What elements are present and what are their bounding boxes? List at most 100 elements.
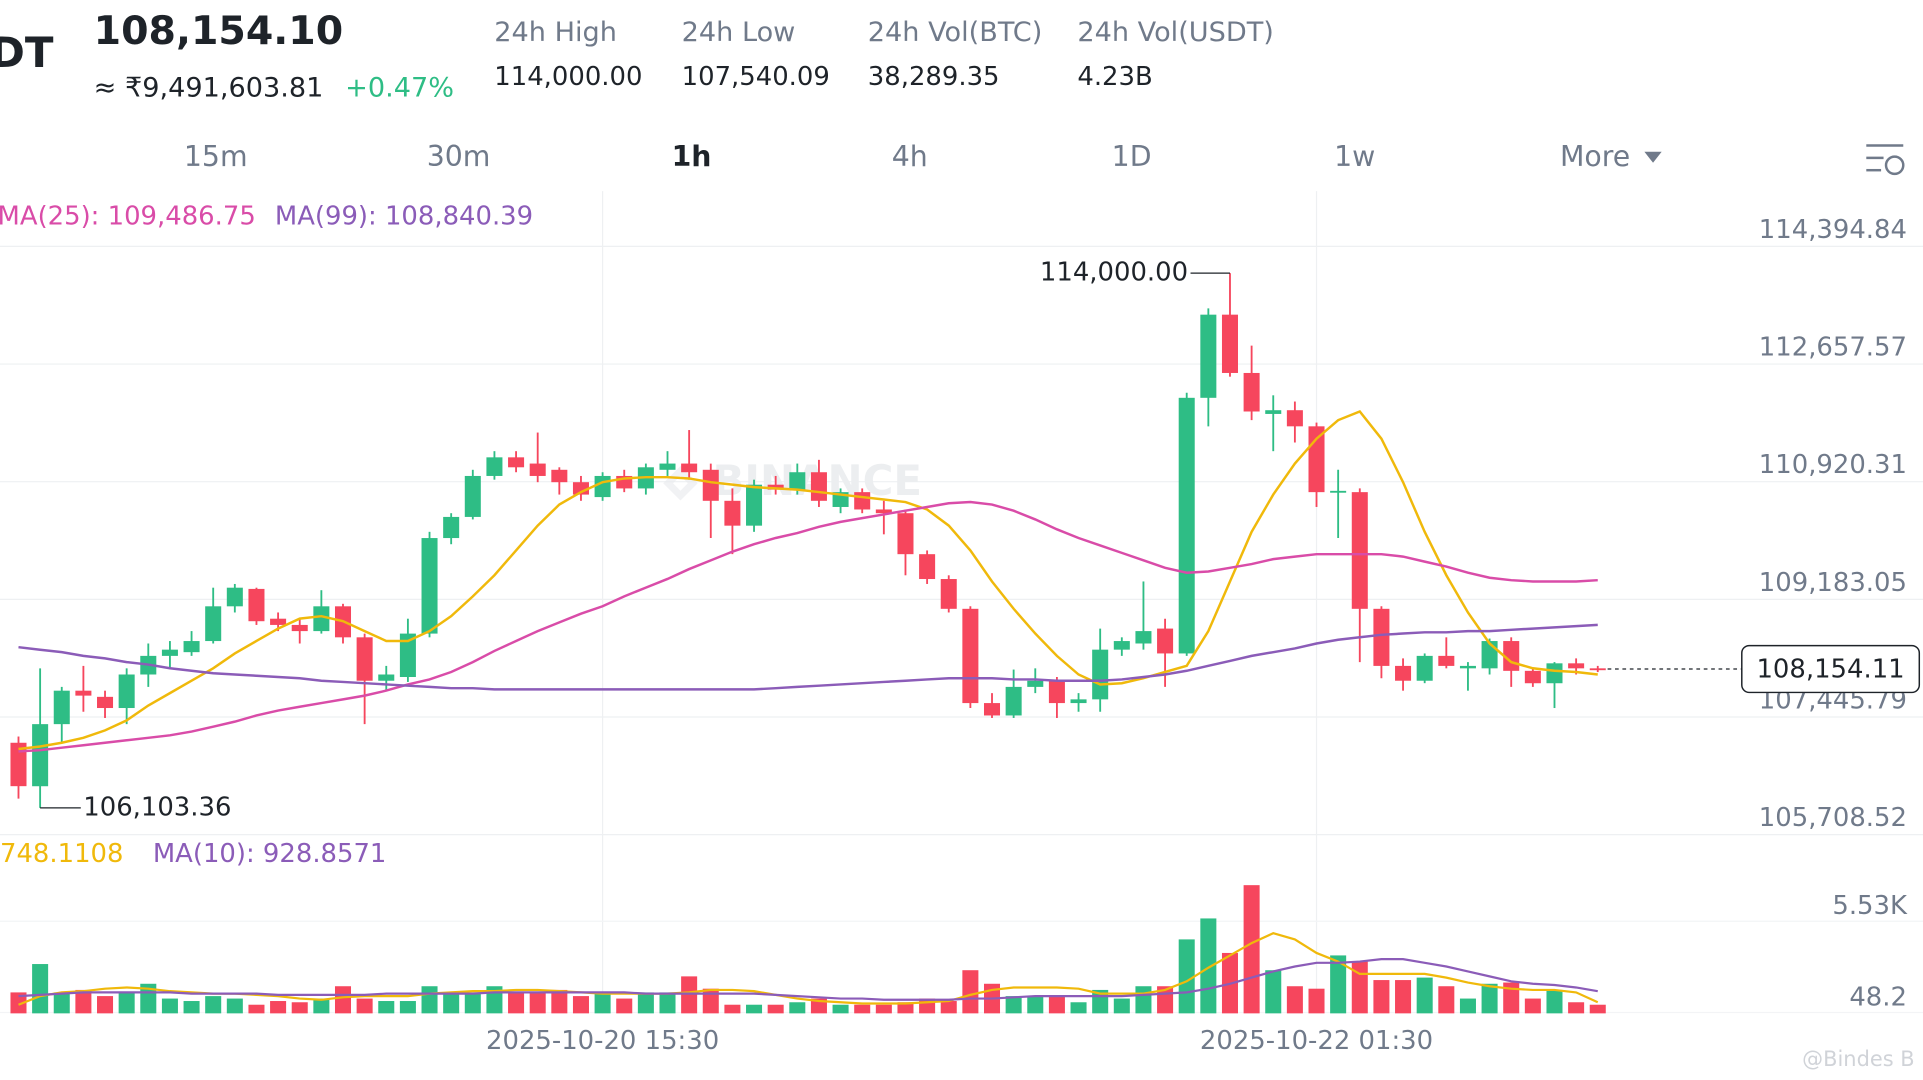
candle-body: [205, 606, 222, 642]
volume-bar: [1330, 955, 1347, 1014]
candle-body: [1589, 668, 1606, 671]
candle-body: [724, 500, 741, 526]
volume-bar: [1048, 996, 1065, 1014]
volume-bar: [1113, 998, 1130, 1014]
candle-body: [486, 457, 503, 476]
candle-body: [1113, 641, 1130, 650]
candle-body: [1048, 680, 1065, 704]
volume-bar: [140, 983, 157, 1014]
volume-bar: [464, 992, 481, 1014]
candle-body: [161, 649, 178, 656]
candle-body: [702, 469, 719, 501]
candle-body: [1243, 372, 1260, 412]
timeframe-tab[interactable]: 30m: [427, 140, 491, 173]
volume-bar: [10, 992, 27, 1014]
candle-body: [1373, 608, 1390, 666]
candle-body: [508, 457, 525, 468]
low-annotation: 106,103.36: [83, 792, 231, 822]
timeframe-tab[interactable]: 1D: [1112, 140, 1152, 173]
x-tick-label: 2025-10-20 15:30: [486, 1026, 719, 1056]
volume-bar: [75, 989, 92, 1014]
stat-value: 107,540.09: [682, 62, 830, 92]
candle-body: [1395, 665, 1412, 681]
volume-bar: [767, 1004, 784, 1014]
candle-body: [270, 618, 287, 625]
stat-label: 24h High: [494, 17, 617, 48]
volume-bar: [1070, 1002, 1087, 1014]
candle-body: [1027, 680, 1044, 687]
candle-body: [1330, 490, 1347, 493]
candle-body: [1351, 492, 1368, 609]
y-tick-label: 110,920.31: [1759, 450, 1907, 480]
candle-body: [551, 469, 568, 483]
volume-bar: [594, 992, 611, 1014]
timeframe-tab[interactable]: 15m: [184, 140, 248, 173]
volume-bar: [1308, 988, 1325, 1014]
volume-bar: [962, 970, 979, 1014]
legend-entry: 748.1108: [0, 839, 123, 869]
candle-body: [940, 579, 957, 609]
volume-bar: [1351, 961, 1368, 1014]
candle-body: [1157, 628, 1174, 654]
volume-bar: [551, 989, 568, 1014]
ma-line: [18, 409, 1598, 751]
volume-bar: [637, 992, 654, 1014]
y-tick-label: 114,394.84: [1759, 215, 1907, 245]
y-tick-label: 109,183.05: [1759, 568, 1907, 598]
candle-body: [183, 641, 200, 653]
volume-bar: [1546, 989, 1563, 1014]
volume-ma-line: [18, 932, 1599, 1006]
stat-value: 4.23B: [1077, 62, 1152, 92]
timeframe-tab[interactable]: 1h: [672, 140, 712, 173]
ma-line: [18, 623, 1598, 691]
volume-bar: [832, 1004, 849, 1014]
candle-body: [313, 606, 330, 632]
stat-label: 24h Vol(BTC): [868, 17, 1043, 48]
candle-body: [919, 554, 936, 580]
volume-bar: [724, 1004, 741, 1014]
volume-bar: [183, 1001, 200, 1014]
volume-bar: [291, 1002, 308, 1014]
candle-body: [378, 674, 395, 681]
volume-bar: [529, 992, 546, 1014]
volume-bar: [702, 988, 719, 1014]
volume-bar: [270, 1001, 287, 1014]
volume-bar: [1027, 996, 1044, 1014]
volume-bar: [1395, 980, 1412, 1014]
timeframe-tab[interactable]: 1w: [1334, 140, 1375, 173]
candle-body: [421, 538, 438, 634]
candle-body: [1481, 641, 1498, 669]
candle-body: [1005, 686, 1022, 716]
plot: 105,708.52107,445.79109,183.05110,920.31…: [0, 202, 1921, 1056]
volume-bar: [248, 1004, 265, 1014]
candle-body: [53, 690, 70, 725]
candle-body: [681, 463, 698, 473]
stat-label: 24h Low: [682, 17, 796, 48]
volume-bar: [1005, 996, 1022, 1014]
candle-body: [1070, 699, 1087, 704]
volume-bar: [313, 998, 330, 1014]
volume-bar: [1178, 939, 1195, 1014]
volume-bar: [1568, 1002, 1585, 1014]
settings-icon[interactable]: [1866, 144, 1905, 176]
volume-bar: [378, 1001, 395, 1014]
candle-body: [10, 742, 27, 787]
candle-body: [1286, 410, 1303, 427]
candle-body: [1221, 314, 1238, 373]
candle-body: [75, 690, 92, 696]
volume-bar: [53, 992, 70, 1014]
dropdown-arrow: [1644, 151, 1662, 163]
volume-bar: [681, 976, 698, 1014]
candle-body: [897, 513, 914, 555]
timeframe-tab[interactable]: 4h: [892, 140, 928, 173]
candle-body: [1524, 670, 1541, 684]
timeframe-tab[interactable]: More: [1560, 140, 1630, 173]
volume-bar: [1373, 980, 1390, 1014]
volume-bar: [443, 992, 460, 1014]
volume-bar: [1265, 970, 1282, 1014]
legend-entry: MA(25): 109,486.75: [0, 202, 256, 232]
y-tick-label: 48.2: [1849, 982, 1907, 1012]
candle-body: [248, 588, 265, 622]
volume-bar: [897, 1002, 914, 1014]
y-tick-label: 112,657.57: [1759, 333, 1907, 363]
